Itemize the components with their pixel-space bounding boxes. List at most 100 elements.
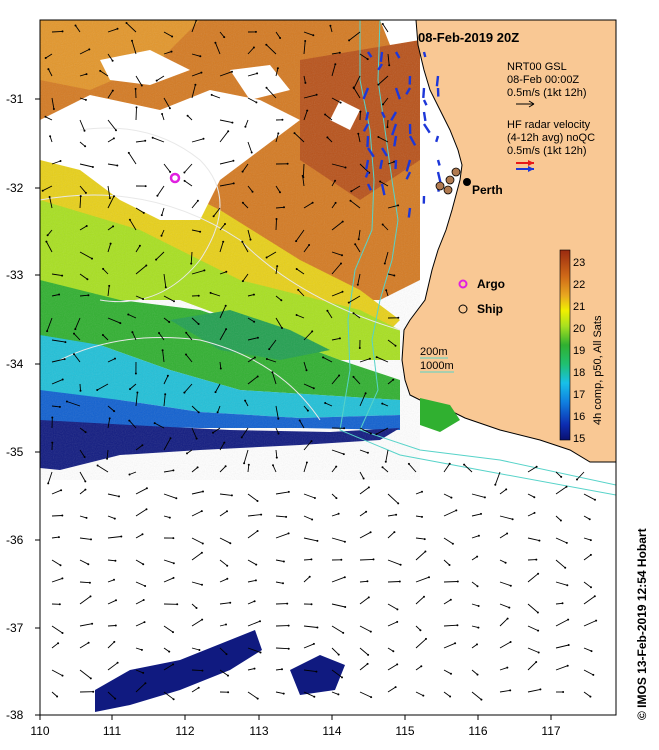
gsl-arrow: [266, 251, 277, 258]
x-tick-label: 114: [322, 724, 341, 738]
gsl-arrow-head: [161, 349, 164, 352]
gsl-arrow-head: [308, 575, 311, 578]
x-tick-label: 116: [468, 724, 487, 738]
gsl-arrow-head: [385, 289, 388, 292]
gsl-arrow: [163, 664, 174, 671]
gsl-arrow: [135, 559, 144, 565]
gsl-arrow-head: [60, 489, 63, 492]
gsl-legend-line3: 0.5m/s (1kt 12h): [507, 87, 586, 99]
gsl-arrow-head: [113, 640, 116, 643]
gsl-arrow-head: [199, 230, 202, 233]
gsl-arrow-head: [141, 444, 144, 447]
gsl-arrow-head: [535, 465, 538, 468]
gsl-arrow: [348, 295, 361, 303]
gsl-arrow: [583, 493, 596, 501]
gsl-arrow: [296, 268, 305, 275]
gsl-arrow-head: [202, 137, 205, 140]
gsl-arrow-head: [454, 642, 457, 645]
gsl-arrow: [296, 314, 305, 319]
gsl-arrow: [107, 138, 115, 143]
gsl-arrow-head: [537, 572, 540, 575]
gsl-arrow-head: [140, 648, 143, 651]
gsl-arrow-head: [449, 598, 452, 601]
hf-legend-line1: HF radar velocity: [507, 119, 591, 131]
gsl-arrow: [387, 514, 397, 517]
gsl-arrow: [331, 337, 340, 341]
gsl-arrow: [219, 624, 227, 627]
gsl-arrow: [191, 405, 200, 413]
hf-arrow: [365, 159, 370, 170]
gsl-arrow: [51, 273, 63, 277]
gsl-arrow-head: [232, 159, 235, 162]
gsl-arrow: [107, 691, 116, 699]
gsl-arrow-head: [316, 539, 319, 542]
gsl-arrow-head: [265, 256, 268, 259]
gsl-arrow: [135, 581, 146, 587]
hf-arrow: [380, 183, 386, 196]
ship-markers[interactable]: [435, 167, 461, 195]
gsl-arrow: [247, 600, 255, 605]
gsl-arrow-head: [142, 211, 145, 214]
x-tick-label: 112: [175, 724, 194, 738]
gsl-arrow-head: [79, 389, 82, 392]
gsl-arrow: [331, 221, 343, 231]
gsl-arrow-head: [84, 98, 87, 101]
gsl-arrow: [329, 25, 333, 33]
gsl-arrow-head: [172, 537, 175, 540]
gsl-arrow: [275, 491, 289, 495]
gsl-arrow-head: [247, 463, 250, 466]
colorbar: 15 16 17 18 19 20 21 22 23 4h comp, p50,…: [559, 249, 604, 445]
gsl-arrow: [443, 581, 458, 583]
y-tick-label: -35: [6, 445, 24, 459]
gsl-arrow: [163, 469, 174, 473]
gsl-arrow: [331, 202, 336, 209]
gsl-arrow: [331, 251, 343, 256]
gsl-arrow: [217, 405, 221, 413]
gsl-arrow: [359, 580, 368, 583]
gsl-arrow: [219, 328, 227, 341]
gsl-arrow: [247, 620, 261, 627]
gsl-arrow-head: [393, 274, 396, 277]
gsl-arrow: [303, 75, 306, 83]
gsl-arrow-head: [423, 595, 425, 598]
gsl-arrow-head: [144, 139, 147, 142]
argo-float-marker[interactable]: [169, 172, 181, 184]
gsl-arrow-head: [91, 622, 94, 625]
gsl-arrow: [51, 358, 65, 363]
gsl-arrow-head: [564, 566, 567, 569]
hf-arrow: [394, 159, 398, 169]
gsl-arrow-head: [209, 291, 212, 294]
gsl-arrow-head: [476, 673, 479, 676]
gsl-arrow-head: [308, 244, 311, 246]
gsl-arrow: [359, 53, 368, 60]
gsl-arrow-head: [282, 582, 284, 585]
gsl-arrow: [79, 273, 88, 280]
gsl-arrow: [302, 175, 305, 187]
gsl-arrow: [210, 292, 221, 297]
gsl-arrow-head: [128, 473, 131, 476]
gsl-arrow-head: [230, 494, 233, 497]
gsl-arrow: [107, 493, 120, 497]
gsl-arrow-head: [44, 115, 47, 118]
gsl-arrow-head: [342, 631, 345, 634]
gsl-arrow-head: [183, 179, 186, 182]
gsl-arrow-head: [135, 106, 138, 109]
gsl-arrow-head: [312, 387, 315, 390]
gsl-arrow-head: [450, 672, 452, 675]
gsl-arrow: [107, 515, 115, 520]
gsl-arrow: [186, 449, 193, 454]
gsl-arrow-head: [249, 238, 252, 241]
gsl-arrow: [325, 402, 333, 407]
gsl-arrow: [191, 229, 201, 233]
gsl-arrow: [499, 533, 508, 539]
gsl-arrow-head: [172, 469, 175, 472]
gsl-arrow: [443, 559, 450, 566]
gsl-arrow-head: [566, 584, 569, 587]
gsl-arrow: [359, 597, 370, 605]
hf-arrow: [435, 135, 440, 143]
gsl-arrow: [303, 462, 308, 473]
gsl-arrow-head: [144, 585, 147, 587]
gsl-arrow-head: [356, 283, 359, 286]
gsl-arrow-head: [348, 39, 351, 42]
